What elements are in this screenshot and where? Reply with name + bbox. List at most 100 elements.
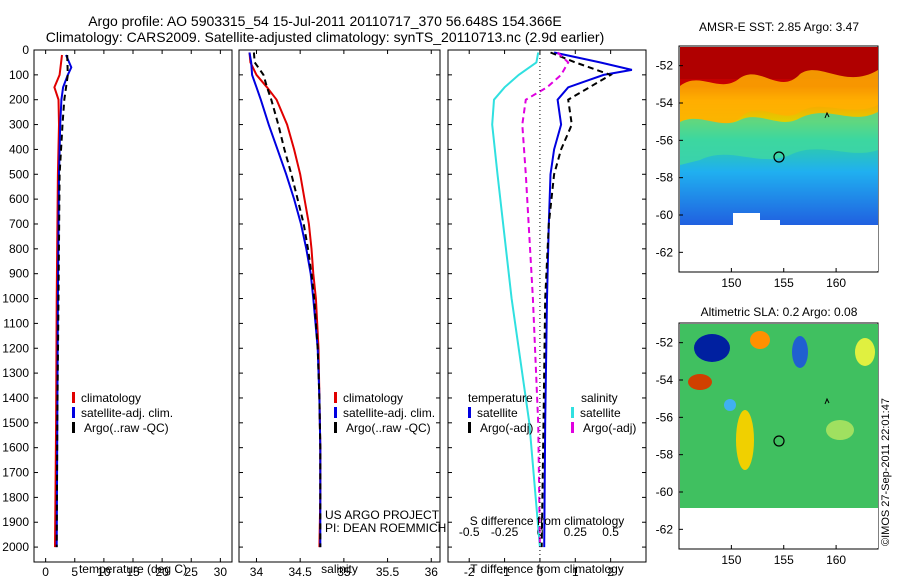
x-tick-label: 34 — [250, 565, 264, 579]
legend-label: satellite — [580, 406, 621, 420]
series-line — [491, 52, 541, 548]
legend-label: climatology — [343, 391, 404, 405]
difference-xlabel-top: S difference from climatology — [469, 514, 625, 528]
sla-low-eddy-1 — [694, 334, 730, 362]
legend-label: Argo(-adj) — [480, 421, 534, 435]
title-line-1: Argo profile: AO 5903315_54 15-Jul-2011 … — [88, 13, 562, 29]
map-x-tick-label: 150 — [721, 553, 741, 567]
x-tick-label: 34.5 — [288, 565, 312, 579]
series-line — [55, 54, 73, 548]
salinity-legend: climatology satellite-adj. clim. Argo(..… — [334, 391, 435, 436]
y-tick-label: 1600 — [2, 441, 29, 455]
legend-swatch-climatology — [72, 392, 75, 403]
sla-map: -52 -54 -56 -58 -60 -62 150 155 160 — [656, 322, 879, 567]
x-tick-label: -2 — [464, 565, 475, 579]
x-tick-label: 36 — [425, 565, 439, 579]
legend-swatch-argo — [72, 422, 78, 433]
x-tick-label: 0 — [537, 565, 544, 579]
sst-map-title: AMSR-E SST: 2.85 Argo: 3.47 — [698, 20, 860, 34]
sst-nodata — [680, 225, 878, 271]
series-line — [543, 51, 633, 548]
x-tick-label: 10 — [97, 565, 111, 579]
y-tick-label: 2000 — [2, 540, 29, 554]
legend-label: Argo(..raw -QC) — [84, 421, 169, 435]
s-tick-label: 0.25 — [564, 525, 588, 539]
s-tick-label: 0.5 — [602, 525, 619, 539]
map-y-tick-label: -62 — [656, 245, 674, 259]
legend-label: Argo(..raw -QC) — [346, 421, 431, 435]
map-y-tick-label: -60 — [656, 485, 674, 499]
legend-swatch-satellite — [72, 407, 75, 418]
y-tick-label: 1400 — [2, 391, 29, 405]
legend-label: satellite — [477, 406, 518, 420]
x-tick-label: 1 — [572, 565, 579, 579]
series-line — [55, 54, 69, 548]
sst-warm-band — [680, 47, 878, 79]
y-tick-label: 1900 — [2, 515, 29, 529]
sla-high-eddy-2 — [688, 374, 712, 390]
y-tick-label: 1200 — [2, 341, 29, 355]
legend-label: Argo(-adj) — [583, 421, 637, 435]
legend-swatch-t-argo — [468, 422, 474, 433]
map-y-tick-label: -58 — [656, 171, 674, 185]
temperature-legend: climatology satellite-adj. clim. Argo(..… — [72, 391, 173, 436]
y-tick-label: 800 — [9, 242, 29, 256]
y-tick-label: 1700 — [2, 466, 29, 480]
difference-legend-temperature: temperature satellite Argo(-adj) — [468, 391, 533, 436]
x-tick-label: 30 — [214, 565, 228, 579]
temperature-xlabel: temperature (deg C) — [78, 562, 188, 576]
y-tick-label: 1800 — [2, 490, 29, 504]
y-tick-label: 200 — [9, 93, 29, 107]
legend-label: climatology — [81, 391, 142, 405]
map-y-tick-label: -56 — [656, 410, 674, 424]
difference-panel: -2 -1 0 1 2-0.5 -0.25 0 0.25 0.5 — [447, 49, 647, 579]
sst-land-mask — [733, 213, 780, 225]
sla-low-eddy-2 — [792, 336, 808, 368]
sla-ridge — [826, 420, 854, 440]
map-y-tick-label: -56 — [656, 133, 674, 147]
sla-map-title: Altimetric SLA: 0.2 Argo: 0.08 — [700, 305, 858, 319]
map-y-tick-label: -60 — [656, 208, 674, 222]
map-x-tick-label: 150 — [721, 276, 741, 290]
x-tick-label: 25 — [185, 565, 199, 579]
map-x-tick-label: 160 — [826, 276, 846, 290]
series-line — [252, 52, 322, 548]
legend-label: satellite-adj. clim. — [343, 406, 436, 420]
sla-nodata — [680, 508, 878, 548]
imos-stamp: ©IMOS 27-Sep-2011 22:01:47 — [880, 398, 892, 546]
salinity-panel: 34 34.5 35 35.5 36 — [238, 49, 441, 579]
y-tick-label: 1100 — [3, 316, 29, 330]
map-x-tick-label: 160 — [826, 553, 846, 567]
x-tick-label: 0 — [42, 565, 49, 579]
sla-high-eddy-4 — [855, 338, 875, 366]
y-tick-label: 1500 — [2, 416, 29, 430]
s-tick-label: -0.5 — [459, 525, 480, 539]
series-line — [53, 54, 63, 548]
sla-low-eddy-3 — [724, 399, 736, 411]
legend-swatch-argo — [334, 422, 340, 433]
x-tick-label: 20 — [155, 565, 169, 579]
sla-track-mark — [824, 397, 830, 405]
map-y-tick-label: -62 — [656, 522, 674, 536]
credit-line-1: US ARGO PROJECT — [325, 508, 440, 522]
sst-front-green — [680, 112, 878, 165]
map-y-tick-label: -52 — [656, 336, 674, 350]
y-tick-label: 900 — [9, 267, 29, 281]
map-x-tick-label: 155 — [774, 276, 794, 290]
y-tick-label: 500 — [9, 167, 29, 181]
legend-title: temperature — [468, 391, 533, 405]
legend-swatch-s-satellite — [571, 407, 574, 418]
x-tick-label: 2 — [607, 565, 614, 579]
series-line — [521, 51, 570, 548]
sla-high-eddy-3 — [736, 410, 754, 470]
y-tick-label: 1300 — [2, 366, 29, 380]
x-tick-label: 35 — [337, 565, 351, 579]
salinity-axes-frame — [238, 49, 441, 563]
y-tick-label: 400 — [9, 142, 29, 156]
series-line — [540, 51, 613, 548]
x-tick-label: 35.5 — [376, 565, 400, 579]
title-line-2: Climatology: CARS2009. Satellite-adjuste… — [45, 29, 605, 45]
legend-swatch-t-satellite — [468, 407, 471, 418]
legend-swatch-s-argo — [571, 422, 577, 433]
legend-swatch-satellite — [334, 407, 337, 418]
